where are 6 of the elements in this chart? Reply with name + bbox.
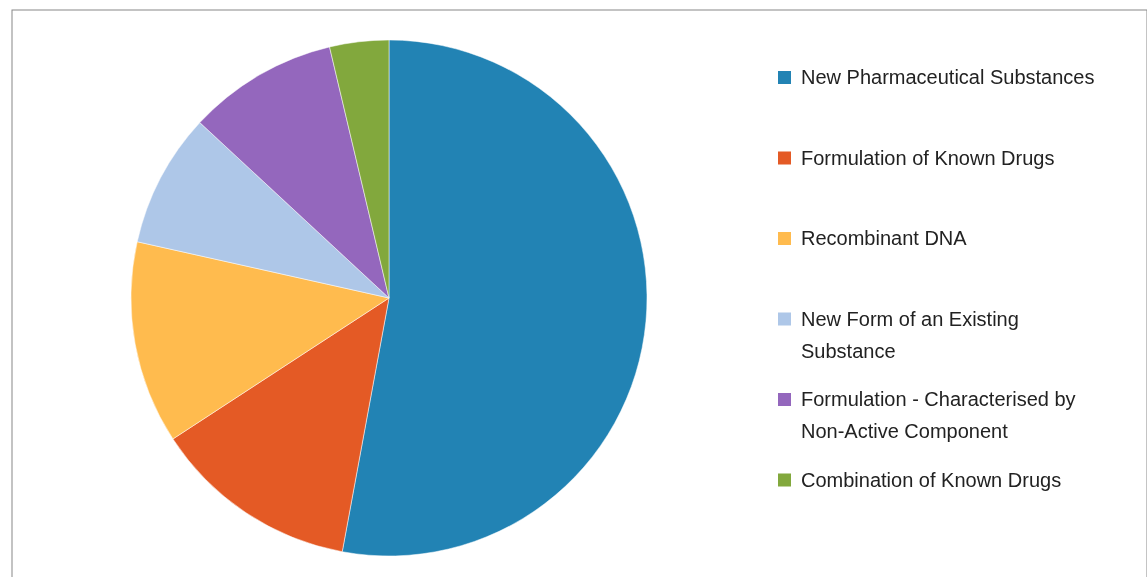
legend-label: New Pharmaceutical Substances xyxy=(801,66,1095,88)
legend-label: Recombinant DNA xyxy=(801,227,968,249)
legend-label: Formulation of Known Drugs xyxy=(801,146,1055,169)
legend-label: Combination of Known Drugs xyxy=(801,468,1062,491)
legend-label: New Form of an Existing Substance xyxy=(801,307,1019,362)
legend-label: Formulation - Characterised by Non-Active Component xyxy=(801,388,1076,442)
